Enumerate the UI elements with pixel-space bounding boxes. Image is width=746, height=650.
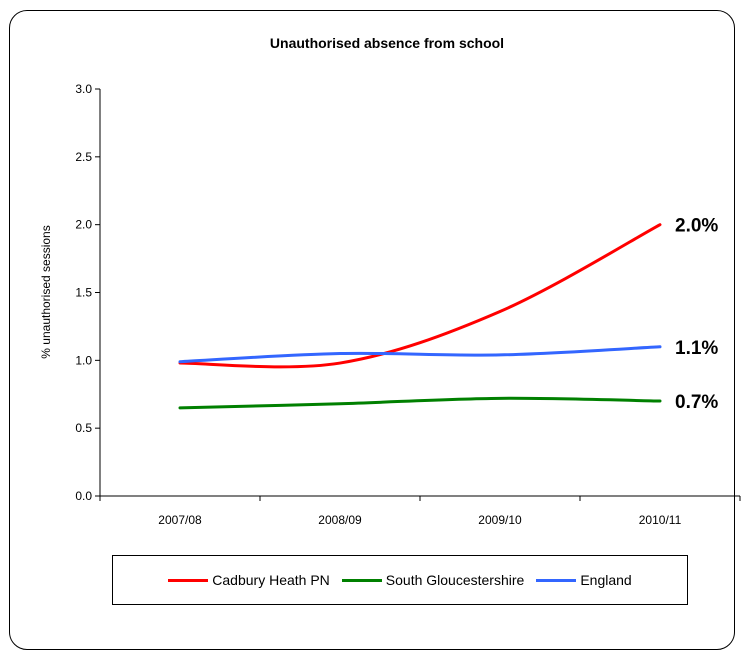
axes: 0.0 0.5 1.0 1.5 2.0 2.5 3.0 2007/08 2008/09 2009/… [75,82,741,527]
y-tick-label: 1.0 [75,353,92,367]
legend-swatch-red [168,578,209,582]
line-chart: Unauthorised absence from school % unaut… [39,35,741,527]
legend-item-south-glos: South Gloucestershire [341,572,525,588]
y-axis-label: % unauthorised sessions [39,225,53,358]
y-tick-label: 0.5 [75,421,92,435]
end-value-label: 0.7% [675,392,718,413]
legend-label: England [580,572,632,588]
legend-swatch-green [341,578,382,582]
end-value-label: 1.1% [675,338,718,359]
y-tick-label: 1.5 [75,286,92,300]
series-line-0 [178,223,662,369]
x-tick-label: 2007/08 [158,513,202,527]
series-line-2 [178,345,662,364]
legend-label: South Gloucestershire [385,572,525,588]
end-value-label: 2.0% [675,216,718,237]
legend-item-england: England [536,572,632,588]
chart-title: Unauthorised absence from school [270,35,504,51]
legend-swatch-blue [536,578,577,582]
x-tick-label: 2009/10 [478,513,522,527]
y-tick-label: 0.0 [75,489,92,503]
legend-label: Cadbury Heath PN [212,572,330,588]
y-tick-label: 2.0 [75,218,92,232]
x-tick-label: 2010/11 [639,513,682,527]
y-tick-label: 3.0 [75,82,92,96]
legend-item-cadbury: Cadbury Heath PN [168,572,330,588]
x-tick-label: 2008/09 [318,513,362,527]
end-labels: 2.0% 0.7% 1.1% [675,216,718,413]
series-line-1 [178,396,662,410]
series-lines [178,223,662,410]
y-tick-label: 2.5 [75,150,92,164]
legend: Cadbury Heath PN South Gloucestershire E… [112,555,688,605]
